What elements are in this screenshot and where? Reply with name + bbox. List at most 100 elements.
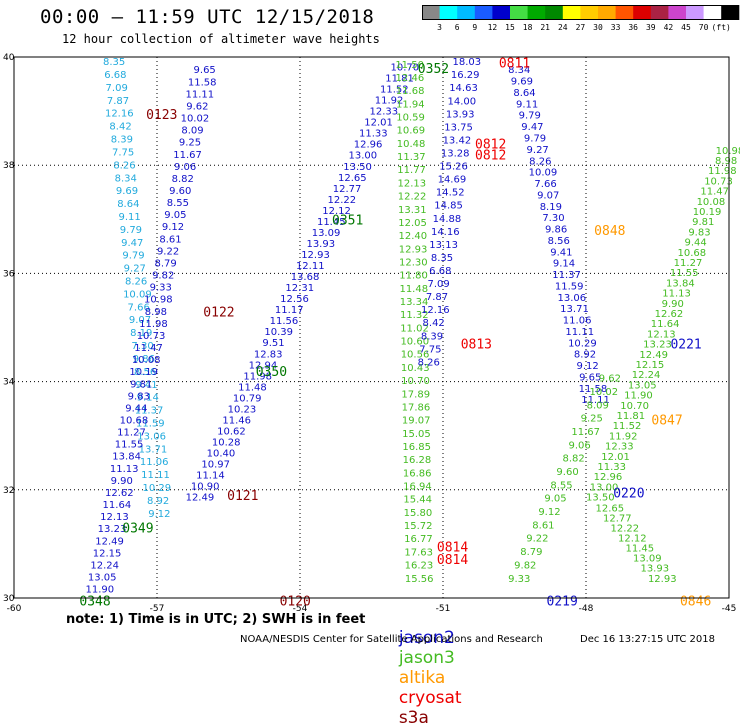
wave-height-value: 12.01 (364, 118, 393, 129)
wave-height-value: 13.05 (628, 380, 657, 391)
wave-height-value: 10.90 (191, 482, 220, 493)
wave-height-value: 11.27 (117, 428, 146, 439)
wave-height-value: 10.43 (401, 363, 430, 374)
wave-height-value: 11.06 (563, 316, 592, 327)
wave-height-value: 11.27 (674, 258, 703, 269)
wave-height-value: 13.84 (112, 452, 141, 463)
wave-height-value: 8.34 (115, 173, 137, 184)
wave-height-value: 11.56 (270, 316, 299, 327)
wave-height-value: 10.08 (697, 197, 726, 208)
y-tick-label: 30 (3, 594, 15, 604)
wave-height-value: 16.86 (403, 468, 432, 479)
colorbar-label: 42 (663, 23, 674, 32)
colorbar-label: (ft) (711, 23, 731, 32)
wave-height-value: 10.70 (401, 376, 430, 387)
wave-height-value: 11.92 (375, 96, 404, 107)
wave-height-value: 12.15 (636, 360, 665, 371)
pass-time-label: 0352 (418, 62, 449, 77)
wave-height-value: 11.55 (670, 268, 699, 279)
x-tick-label: -51 (436, 604, 451, 614)
wave-height-value: 9.05 (544, 494, 566, 505)
wave-height-value: 11.11 (141, 470, 170, 481)
wave-height-value: 11.81 (385, 74, 414, 85)
wave-height-value: 13.75 (444, 122, 473, 133)
wave-height-value: 12.93 (301, 250, 330, 261)
wave-height-value: 8.56 (134, 367, 156, 378)
wave-height-value: 16.23 (405, 561, 434, 572)
colorbar-swatch (686, 5, 705, 20)
wave-height-value: 13.00 (349, 151, 378, 162)
wave-height-value: 12.13 (647, 329, 676, 340)
pass-time-label: 0349 (122, 522, 153, 537)
wave-height-value: 11.59 (555, 281, 584, 292)
wave-height-value: 12.24 (632, 370, 661, 381)
wave-height-value: 16.29 (451, 70, 480, 81)
wave-height-value: 11.11 (185, 89, 214, 100)
wave-height-value: 8.92 (147, 496, 169, 507)
colorbar-label: 9 (472, 23, 478, 32)
legend-cryosat: cryosat (398, 688, 462, 708)
wave-height-value: 11.14 (196, 471, 225, 482)
colorbar-label: 45 (681, 23, 691, 32)
wave-height-value: 9.41 (135, 380, 157, 391)
pass-time-label: 0812 (475, 138, 506, 153)
colorbar-label: 12 (487, 23, 498, 32)
track-jason3: 10.988.9811.9810.7311.4710.0810.199.819.… (586, 146, 740, 504)
pass-time-label: 0814 (437, 553, 468, 568)
colorbar-labels: 3 6 9 12 15 18 21 24 27 30 33 36 39 42 45 70 (ft) (422, 23, 740, 35)
wave-height-value: 10.02 (181, 114, 210, 125)
wave-height-value: 8.56 (548, 236, 570, 247)
wave-height-value: 8.82 (172, 174, 194, 185)
pass-time-label: 0848 (594, 224, 625, 239)
wave-height-value: 13.93 (446, 109, 475, 120)
wave-height-value: 8.64 (513, 88, 535, 99)
wave-height-value: 10.09 (123, 289, 152, 300)
wave-height-value: 11.90 (85, 585, 114, 596)
wave-height-value: 11.37 (135, 406, 164, 417)
wave-height-value: 11.33 (597, 462, 626, 473)
wave-height-value: 10.02 (589, 387, 618, 398)
wave-height-value: 9.14 (553, 259, 575, 270)
wave-height-value: 8.39 (421, 331, 443, 342)
wave-height-value: 15.80 (404, 508, 433, 519)
wave-height-value: 12.33 (605, 442, 634, 453)
wave-height-value: 9.86 (545, 225, 567, 236)
wave-height-value: 11.13 (110, 464, 139, 475)
wave-height-value: 8.19 (130, 328, 152, 339)
wave-height-value: 10.28 (212, 437, 241, 448)
wave-height-value: 9.79 (120, 225, 142, 236)
wave-height-value: 11.52 (380, 85, 409, 96)
track-jason2: 9.6511.5811.119.6210.028.099.2511.679.06… (85, 65, 216, 595)
wave-height-value: 9.82 (514, 560, 536, 571)
colorbar-label: 21 (540, 23, 551, 32)
wave-height-value: 10.60 (400, 337, 429, 348)
wave-height-value: 9.27 (124, 264, 146, 275)
wave-height-value: 13.34 (400, 297, 429, 308)
wave-height-value: 9.86 (133, 354, 155, 365)
colorbar-swatch (650, 5, 669, 20)
wave-height-value: 18.03 (453, 57, 482, 68)
wave-height-value: 13.23 (643, 340, 672, 351)
wave-height-value: 8.09 (587, 400, 609, 411)
track-jason2: 8.349.698.649.119.799.479.799.278.2610.0… (508, 65, 610, 406)
wave-height-value: 9.90 (111, 476, 133, 487)
wave-height-value: 11.47 (700, 187, 729, 198)
wave-height-value: 12.22 (610, 524, 639, 535)
wave-height-value: 8.98 (145, 307, 167, 318)
wave-height-value: 11.11 (565, 327, 594, 338)
colorbar-label: 30 (593, 23, 603, 32)
wave-height-value: 13.71 (139, 444, 168, 455)
wave-height-value: 11.67 (173, 150, 202, 161)
wave-height-value: 12.65 (338, 173, 367, 184)
wave-height-value: 11.58 (188, 77, 217, 88)
wave-height-value: 9.44 (685, 238, 707, 249)
wave-height-value: 13.68 (291, 272, 320, 283)
wave-height-value: 8.79 (520, 547, 542, 558)
wave-height-value: 8.35 (431, 253, 453, 264)
wave-height-value: 9.33 (508, 574, 530, 585)
colorbar-label: 3 (437, 23, 443, 32)
wave-height-value: 9.83 (688, 227, 710, 238)
pass-time-label: 0221 (670, 338, 701, 353)
altimeter-tracks: 8.356.687.097.8712.168.428.397.758.268.3… (85, 57, 740, 595)
